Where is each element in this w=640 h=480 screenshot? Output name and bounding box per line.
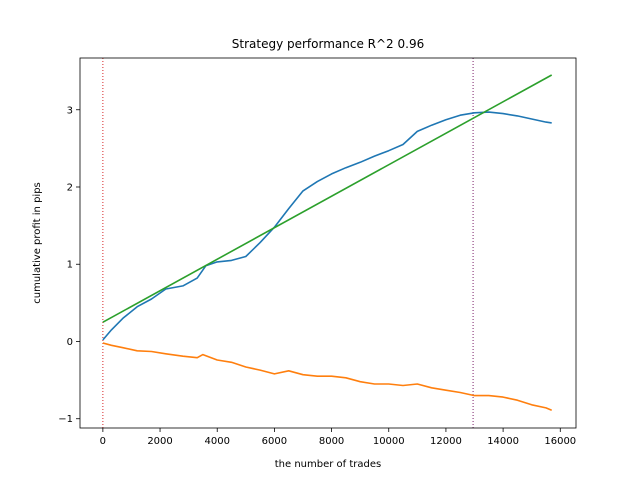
x-tick-label: 2000: [147, 436, 172, 447]
x-axis: 0 2000 4000 6000 8000 10000 12000 14000 16000: [100, 428, 576, 447]
x-tick-label: 14000: [487, 436, 519, 447]
y-axis: −1 0 1 2 3: [58, 105, 80, 425]
y-tick-label: 3: [67, 105, 73, 116]
x-tick-label: 12000: [430, 436, 462, 447]
x-axis-title: the number of trades: [275, 459, 381, 470]
x-tick-label: 10000: [373, 436, 405, 447]
series-line-1: [102, 111, 552, 341]
series-line-2: [102, 342, 552, 411]
chart-title: Strategy performance R^2 0.96: [232, 37, 424, 51]
y-tick-label: −1: [58, 414, 73, 425]
y-tick-label: 2: [67, 182, 73, 193]
x-tick-label: 16000: [544, 436, 576, 447]
x-tick-label: 4000: [204, 436, 229, 447]
x-tick-label: 6000: [262, 436, 287, 447]
y-tick-label: 0: [67, 337, 73, 348]
x-tick-label: 0: [100, 436, 106, 447]
x-tick-label: 8000: [319, 436, 344, 447]
y-axis-title: cumulative profit in pips: [32, 182, 43, 304]
series-line-3: [102, 74, 553, 323]
plot-area: [102, 58, 553, 428]
y-tick-label: 1: [67, 260, 73, 271]
plot-frame: [79, 57, 577, 429]
